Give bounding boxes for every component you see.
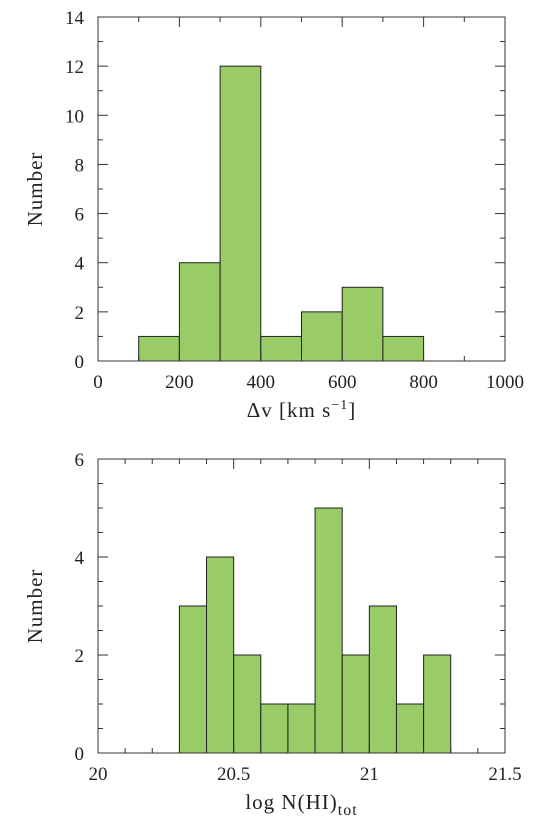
y-tick-label: 6 [75, 450, 85, 471]
histogram-bar [287, 703, 316, 754]
plot-frame [97, 16, 506, 362]
histogram-bar [382, 335, 425, 362]
histogram-bar [341, 654, 370, 754]
histogram-bar [301, 311, 343, 362]
histogram-bar [138, 335, 180, 362]
y-tick-label: 2 [75, 303, 85, 324]
hi-column-density-histogram: 20 20.5 21 21.5 0 2 4 6 log N(HI)tot Number [23, 450, 522, 819]
y-tick-label: 6 [75, 205, 85, 226]
y-axis-title: Number [23, 569, 47, 644]
y-tick-label: 4 [75, 548, 85, 569]
x-tick-label: 600 [328, 372, 357, 393]
histogram-bar [341, 286, 384, 362]
histogram-bar [178, 262, 221, 362]
x-tick-label: 20 [89, 764, 108, 785]
x-tick-label: 400 [247, 372, 276, 393]
histogram-bar [395, 703, 425, 754]
histogram-bar [233, 654, 262, 754]
histogram-bar [178, 605, 208, 754]
x-axis-title: Δv [km s−1] [247, 398, 356, 422]
x-tick-label: 1000 [486, 372, 524, 393]
x-tick-label: 21 [360, 764, 379, 785]
y-tick-label: 14 [65, 8, 85, 29]
x-tick-label: 0 [93, 372, 103, 393]
histogram-bar [423, 654, 452, 754]
velocity-width-histogram: 0 200 400 600 800 1000 0 2 4 6 8 10 12 14 Δv [km s−1] N… [23, 8, 524, 422]
histogram-bar [219, 65, 262, 362]
y-tick-label: 10 [65, 106, 84, 127]
histogram-bar [314, 507, 343, 754]
x-axis-title: log N(HI)tot [245, 790, 357, 819]
y-tick-label: 8 [75, 155, 85, 176]
y-tick-label: 2 [75, 646, 85, 667]
histogram-bar [260, 703, 289, 754]
histogram-bar [206, 556, 235, 754]
y-axis-title: Number [23, 152, 47, 227]
x-tick-label: 21.5 [488, 764, 521, 785]
x-tick-label: 200 [165, 372, 194, 393]
y-tick-label: 0 [75, 744, 85, 765]
histogram-bar [260, 335, 302, 362]
x-tick-label: 800 [409, 372, 438, 393]
y-tick-label: 4 [75, 254, 85, 275]
histogram-bar [368, 605, 397, 754]
x-tick-label: 20.5 [217, 764, 250, 785]
y-tick-label: 12 [65, 57, 84, 78]
y-tick-label: 0 [75, 352, 85, 373]
